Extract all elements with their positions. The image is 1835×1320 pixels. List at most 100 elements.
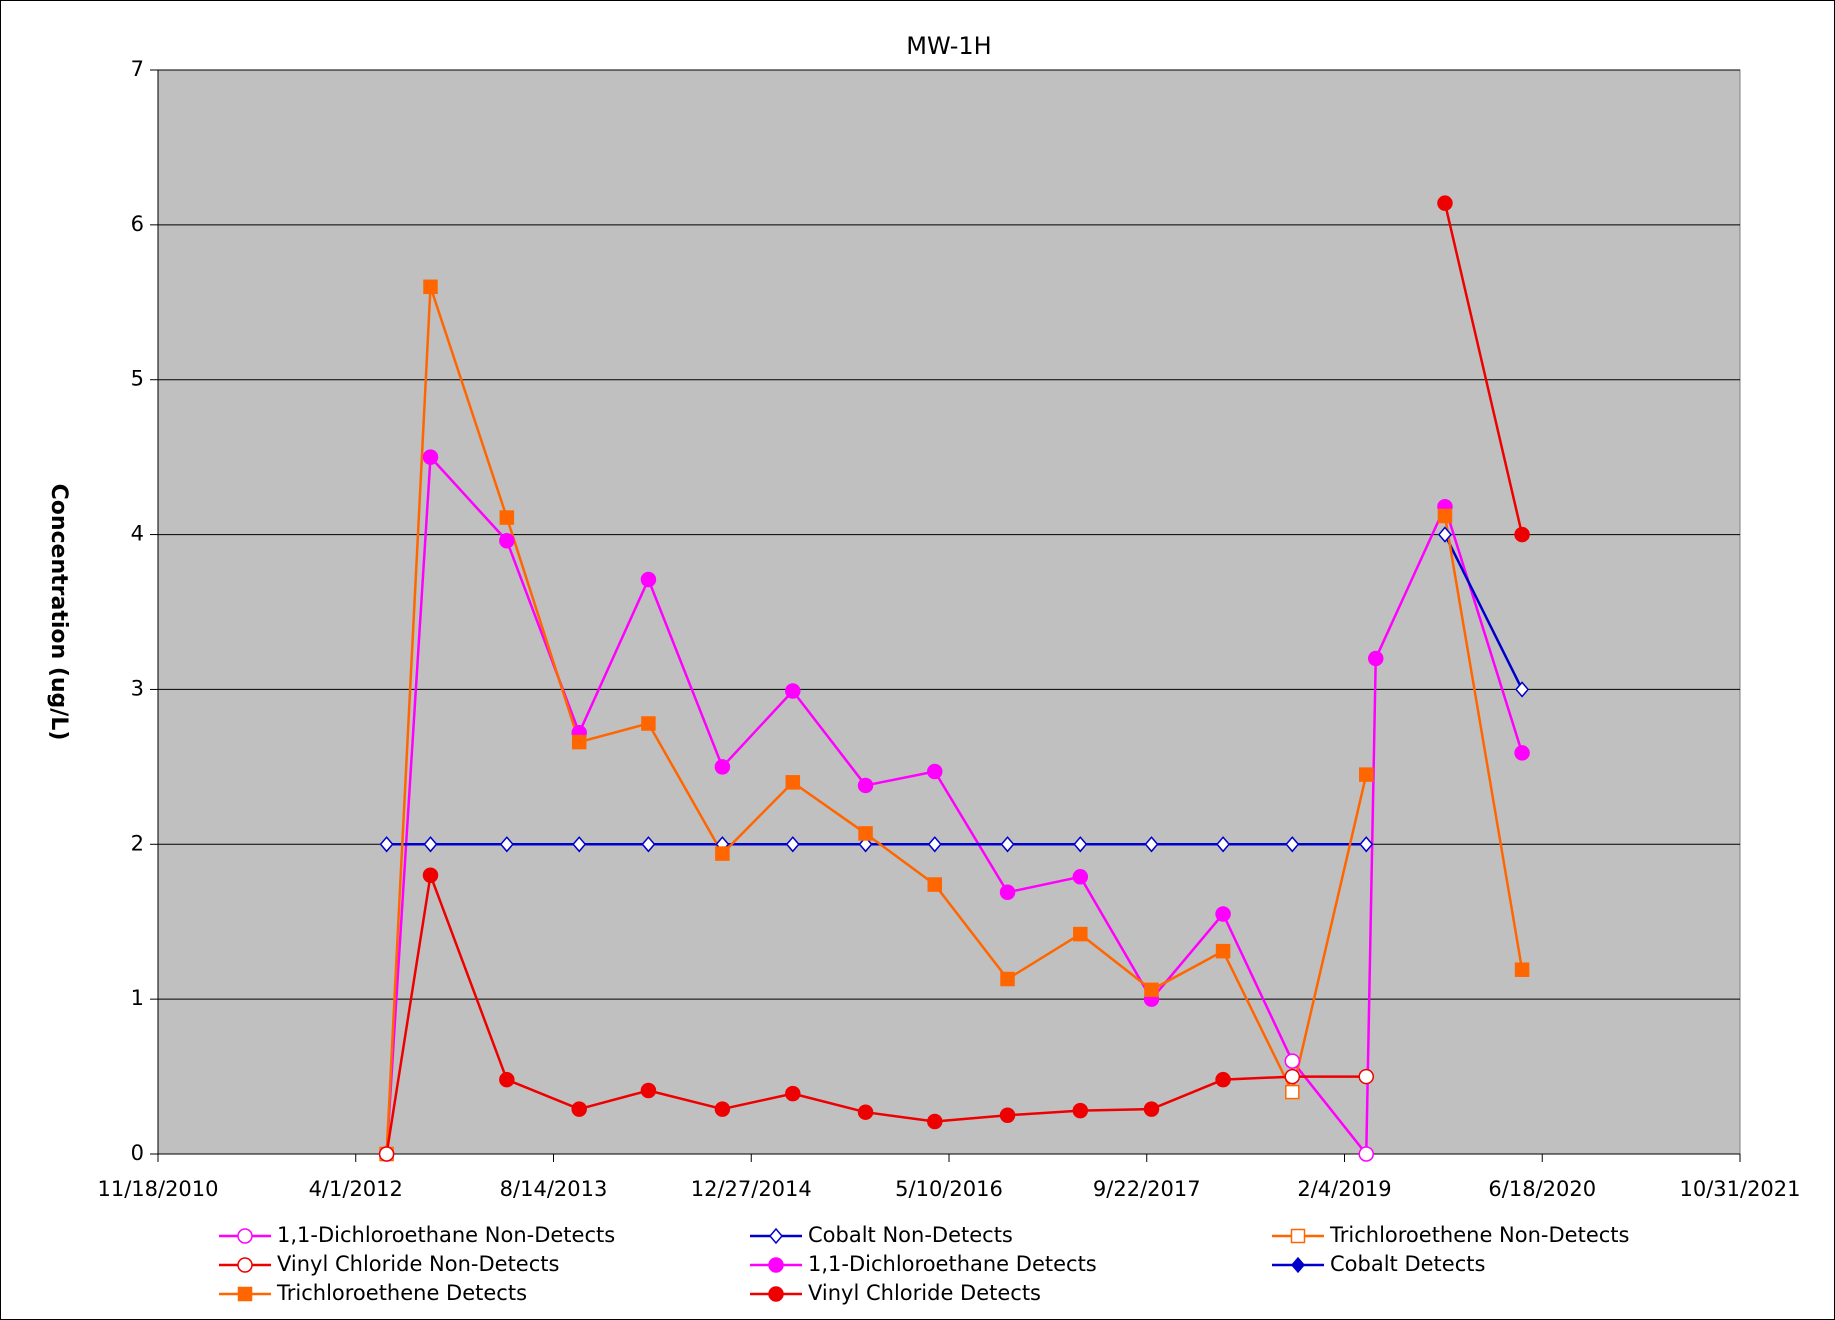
line-segment — [1443, 202, 1524, 535]
line-segment — [385, 875, 432, 1155]
marker — [1358, 1068, 1375, 1085]
marker — [927, 1113, 943, 1130]
line-segment — [578, 722, 649, 744]
marker — [858, 826, 873, 841]
line-segment — [429, 874, 509, 1081]
legend-label: Cobalt Non-Detects — [808, 1223, 1013, 1247]
x-tick-label: 2/4/2019 — [1297, 1177, 1391, 1201]
marker — [571, 734, 587, 750]
line-segment — [1150, 950, 1224, 991]
y-tick-label: 5 — [131, 367, 144, 391]
line-segment — [933, 770, 1009, 893]
marker — [714, 759, 731, 775]
marker — [1515, 681, 1530, 698]
marker — [927, 877, 943, 892]
marker — [1144, 982, 1159, 998]
line-segment — [429, 456, 508, 542]
marker — [858, 836, 873, 853]
legend-label: 1,1-Dichloroethane Detects — [808, 1252, 1097, 1276]
line-segment — [1151, 1078, 1224, 1111]
marker — [927, 763, 943, 780]
line-segment — [934, 1114, 1008, 1123]
legend-marker — [1291, 1256, 1305, 1274]
legend-label: Vinyl Chloride Non-Detects — [277, 1252, 559, 1276]
line-segment — [647, 722, 724, 855]
line-segment — [1374, 506, 1447, 659]
marker — [715, 846, 730, 861]
marker — [1284, 1053, 1301, 1069]
marker — [857, 1104, 874, 1120]
x-tick-label: 8/14/2013 — [500, 1177, 608, 1201]
x-tick-label: 11/18/2010 — [97, 1177, 218, 1201]
line-segment — [1007, 1109, 1081, 1117]
y-tick-label: 1 — [131, 986, 144, 1010]
marker — [641, 716, 656, 731]
y-tick-label: 4 — [131, 522, 144, 546]
line-segment — [792, 1092, 866, 1114]
legend-label: 1,1-Dichloroethane Non-Detects — [277, 1223, 615, 1247]
legend-marker — [237, 1257, 253, 1273]
chart-title: MW-1H — [906, 32, 991, 60]
x-tick-label: 9/22/2017 — [1093, 1177, 1201, 1201]
legend-label: Vinyl Chloride Detects — [808, 1281, 1041, 1305]
marker — [1367, 650, 1384, 667]
y-axis-label: Concentration (ug/L) — [46, 484, 71, 741]
marker — [571, 1101, 587, 1117]
marker — [785, 775, 801, 790]
line-segment — [1007, 875, 1081, 894]
legend-marker — [1290, 1228, 1306, 1244]
marker — [422, 449, 439, 465]
line-segment — [865, 1110, 935, 1123]
marker — [641, 836, 656, 853]
marker — [785, 836, 800, 853]
marker — [378, 1146, 395, 1162]
marker — [1437, 526, 1452, 543]
line-segment — [721, 781, 794, 855]
marker — [1285, 836, 1300, 853]
marker — [999, 884, 1016, 901]
marker — [1514, 745, 1530, 761]
marker — [1073, 836, 1088, 853]
line-segment — [864, 832, 936, 886]
line-segment — [385, 457, 432, 1155]
line-segment — [578, 1089, 649, 1111]
marker — [499, 836, 514, 853]
line-segment — [1443, 506, 1524, 754]
marker — [1215, 1071, 1231, 1088]
marker — [927, 836, 942, 853]
marker — [379, 836, 394, 853]
marker — [1284, 1068, 1301, 1085]
marker — [422, 867, 439, 884]
marker — [785, 1085, 801, 1102]
legend-label: Cobalt Detects — [1330, 1252, 1485, 1276]
marker — [1359, 767, 1374, 782]
line-segment — [1443, 534, 1524, 690]
marker — [423, 279, 438, 295]
y-tick-label: 7 — [131, 57, 144, 81]
legend-label: Trichloroethene Detects — [276, 1281, 527, 1305]
line-segment — [1221, 950, 1294, 1093]
line-segment — [647, 579, 724, 768]
legend-marker — [768, 1257, 784, 1273]
marker — [423, 836, 438, 853]
x-tick-label: 4/1/2012 — [309, 1177, 403, 1201]
line-segment — [1150, 913, 1225, 1000]
legend-marker — [237, 1286, 253, 1302]
line-segment — [791, 690, 867, 787]
marker — [999, 1107, 1016, 1124]
line-segment — [648, 1089, 723, 1111]
line-segment — [1291, 774, 1368, 1093]
line-segment — [792, 781, 867, 835]
marker — [1514, 526, 1530, 543]
y-tick-label: 3 — [131, 676, 144, 700]
marker — [640, 1082, 657, 1099]
marker — [1437, 195, 1453, 211]
line-segment — [1443, 515, 1524, 970]
marker — [1285, 1084, 1300, 1100]
marker — [1073, 926, 1088, 942]
marker — [1072, 1102, 1089, 1119]
line-segment — [506, 1078, 580, 1111]
line-segment — [385, 286, 432, 1155]
marker — [1144, 836, 1159, 853]
